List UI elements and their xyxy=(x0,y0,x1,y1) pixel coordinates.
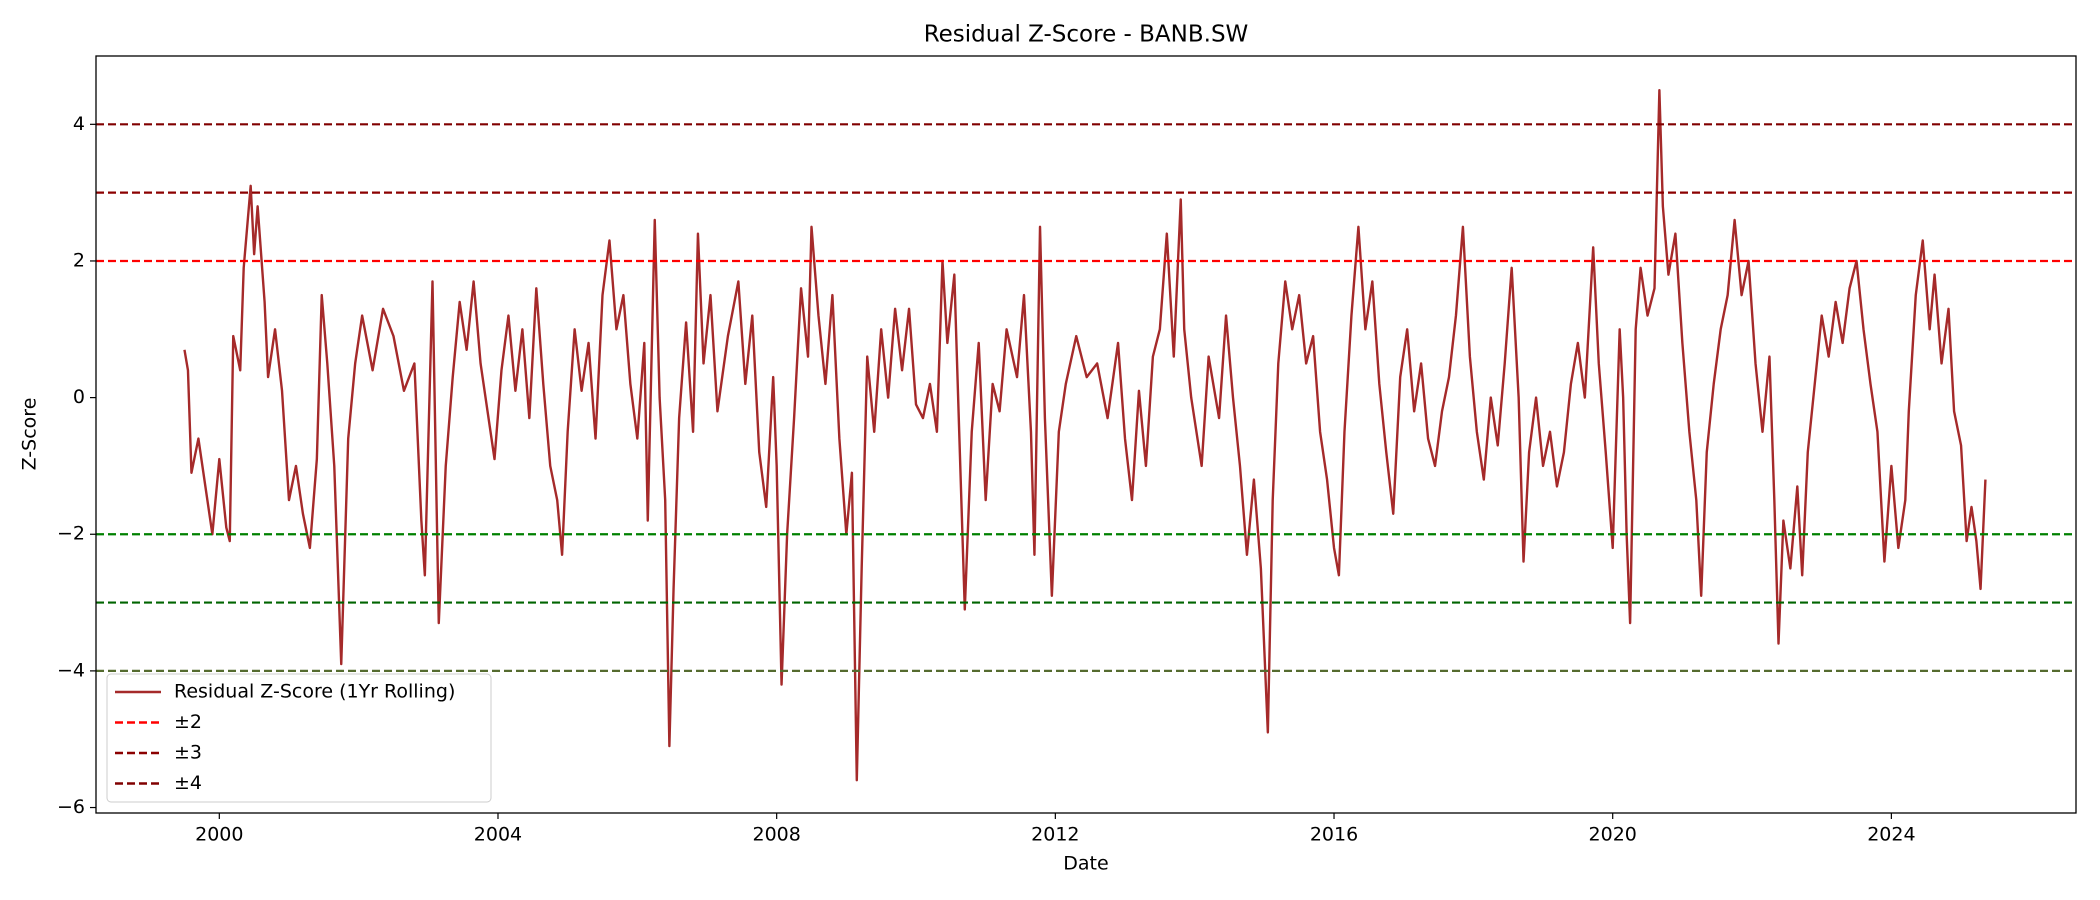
x-tick-label: 2020 xyxy=(1589,824,1637,846)
y-tick-label: −2 xyxy=(57,523,85,545)
y-tick-label: −6 xyxy=(57,796,85,818)
legend-label: ±4 xyxy=(174,772,202,794)
x-axis-label: Date xyxy=(1063,853,1108,875)
x-tick-label: 2000 xyxy=(195,824,243,846)
x-tick-label: 2012 xyxy=(1031,824,1079,846)
y-tick-label: −4 xyxy=(57,659,85,681)
y-tick-label: 0 xyxy=(73,386,85,408)
legend-label: ±2 xyxy=(174,711,202,733)
x-tick-label: 2016 xyxy=(1310,824,1358,846)
y-tick-label: 2 xyxy=(73,249,85,271)
x-tick-label: 2008 xyxy=(752,824,800,846)
data-line xyxy=(183,88,1987,782)
plot-frame xyxy=(95,55,2077,814)
y-tick-label: 4 xyxy=(73,113,85,135)
chart-title: Residual Z-Score - BANB.SW xyxy=(924,22,1249,48)
x-tick-label: 2004 xyxy=(474,824,522,846)
y-axis-label: Z-Score xyxy=(19,398,41,471)
legend-label: Residual Z-Score (1Yr Rolling) xyxy=(174,681,455,703)
legend-label: ±3 xyxy=(174,742,202,764)
legend-box xyxy=(106,673,492,803)
x-tick-label: 2024 xyxy=(1867,824,1915,846)
